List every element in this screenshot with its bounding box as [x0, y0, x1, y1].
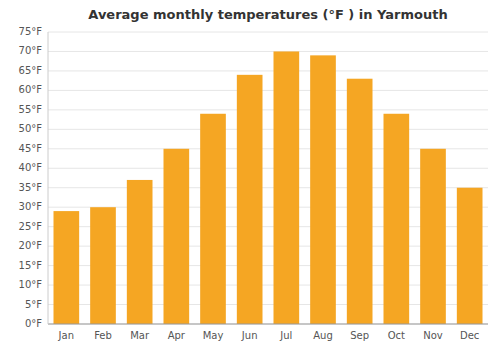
- y-axis-line: [48, 32, 49, 324]
- y-tick-label: 55°F: [19, 104, 43, 115]
- grid-line: [48, 324, 488, 325]
- y-tick-label: 70°F: [19, 45, 43, 56]
- y-tick-label: 25°F: [19, 221, 43, 232]
- grid-line: [48, 70, 488, 71]
- bar: [420, 149, 446, 324]
- y-tick-label: 50°F: [19, 123, 43, 134]
- y-tick-label: 35°F: [19, 182, 43, 193]
- grid-line: [48, 109, 488, 110]
- grid-line: [48, 129, 488, 130]
- bar: [54, 211, 80, 324]
- bar: [457, 188, 483, 324]
- y-tick-label: 60°F: [19, 84, 43, 95]
- bar: [237, 75, 263, 324]
- x-tick-label: Jun: [241, 330, 258, 341]
- bars: [54, 51, 483, 324]
- y-tick-label: 0°F: [25, 318, 42, 329]
- bar: [347, 79, 373, 324]
- bar: [127, 180, 153, 324]
- x-axis-line: [48, 324, 488, 325]
- y-tick-label: 10°F: [19, 279, 43, 290]
- y-tick-label: 20°F: [19, 240, 43, 251]
- y-tick-label: 45°F: [19, 143, 43, 154]
- bar: [310, 55, 336, 324]
- bar: [90, 207, 116, 324]
- x-tick-label: Dec: [460, 330, 479, 341]
- x-tick-label: Sep: [350, 330, 369, 341]
- x-tick-label: Aug: [313, 330, 333, 341]
- grid: [48, 32, 488, 324]
- y-tick-label: 5°F: [25, 299, 42, 310]
- y-tick-label: 40°F: [19, 162, 43, 173]
- x-axis: Jan Feb Mar Apr May Jun Jul Aug Sep Oct Nov Dec: [48, 32, 488, 341]
- y-tick-label: 75°F: [19, 26, 43, 37]
- y-tick-label: 65°F: [19, 65, 43, 76]
- x-tick-label: Feb: [94, 330, 112, 341]
- x-tick-label: Apr: [168, 330, 186, 341]
- x-tick-label: Jul: [279, 330, 292, 341]
- y-tick-label: 15°F: [19, 260, 43, 271]
- title: Average monthly temperatures (°F ) in Ya…: [88, 7, 447, 22]
- x-tick-label: Mar: [130, 330, 150, 341]
- bar: [164, 149, 190, 324]
- x-tick-label: Jan: [58, 330, 74, 341]
- bar: [200, 114, 226, 324]
- x-tick-label: Oct: [388, 330, 405, 341]
- bar: [384, 114, 410, 324]
- grid-line: [48, 90, 488, 91]
- grid-line: [48, 51, 488, 52]
- y-tick-label: 30°F: [19, 201, 43, 212]
- grid-line: [48, 32, 488, 33]
- y-axis: 0°F 5°F 10°F 15°F 20°F 25°F 30°F 35°F 40°F 45°F 50…: [19, 26, 43, 329]
- bar: [274, 51, 300, 324]
- chart: 0°F 5°F 10°F 15°F 20°F 25°F 30°F 35°F 40°F 45°F 50…: [0, 0, 500, 350]
- x-tick-label: Nov: [423, 330, 443, 341]
- x-tick-label: May: [203, 330, 224, 341]
